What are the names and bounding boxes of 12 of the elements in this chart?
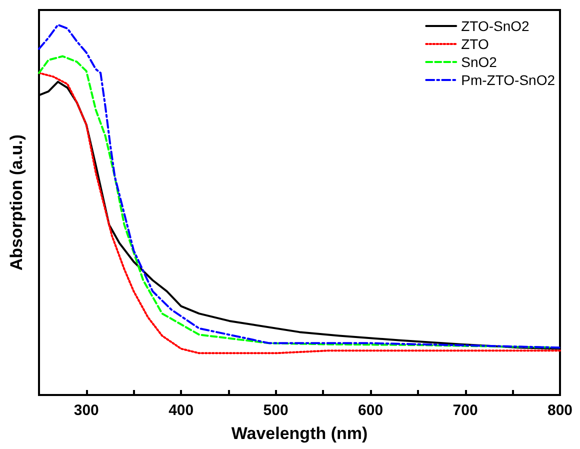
legend-label: SnO2 — [461, 54, 498, 70]
x-tick-label: 700 — [452, 402, 478, 419]
x-tick-label: 800 — [547, 402, 573, 419]
y-axis-title: Absorption (a.u.) — [7, 134, 26, 270]
x-tick-label: 600 — [358, 402, 384, 419]
legend-label: ZTO-SnO2 — [461, 18, 530, 34]
x-tick-label: 400 — [168, 402, 194, 419]
legend-label: ZTO — [461, 36, 489, 52]
x-tick-label: 300 — [74, 402, 99, 419]
legend-label: Pm-ZTO-SnO2 — [461, 72, 556, 88]
x-tick-label: 500 — [263, 402, 288, 419]
x-axis-title: Wavelength (nm) — [231, 424, 368, 443]
